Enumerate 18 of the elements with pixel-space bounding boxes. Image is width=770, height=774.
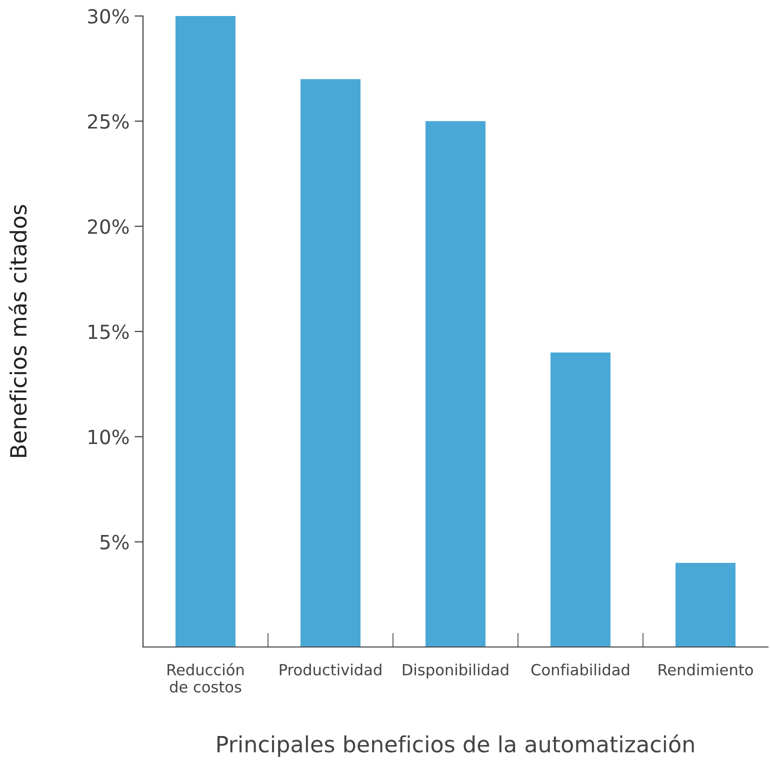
y-tick-label: 30%: [88, 8, 129, 24]
x-tick-label: Rendimiento: [658, 664, 753, 676]
x-tick-label: Disponibilidad: [402, 664, 508, 678]
y-tick-label: 20%: [88, 219, 129, 234]
x-axis-title: Principales beneficios de la automatización: [217, 734, 694, 757]
bar: [176, 16, 236, 647]
bar: [300, 79, 360, 647]
y-tick-label: 15%: [88, 324, 129, 340]
bar: [676, 562, 736, 647]
y-axis-title: Beneficios más citados: [8, 204, 27, 457]
x-tick-label: Productividad: [280, 664, 382, 676]
y-tick-label: 5%: [100, 534, 129, 550]
bar: [426, 121, 486, 647]
x-tick-label: Reducción de costos: [168, 663, 244, 693]
x-tick-label: Confiabilidad: [531, 664, 630, 676]
y-tick-label: 10%: [88, 430, 129, 444]
y-tick-label: 25%: [88, 114, 129, 129]
bar: [550, 352, 610, 647]
